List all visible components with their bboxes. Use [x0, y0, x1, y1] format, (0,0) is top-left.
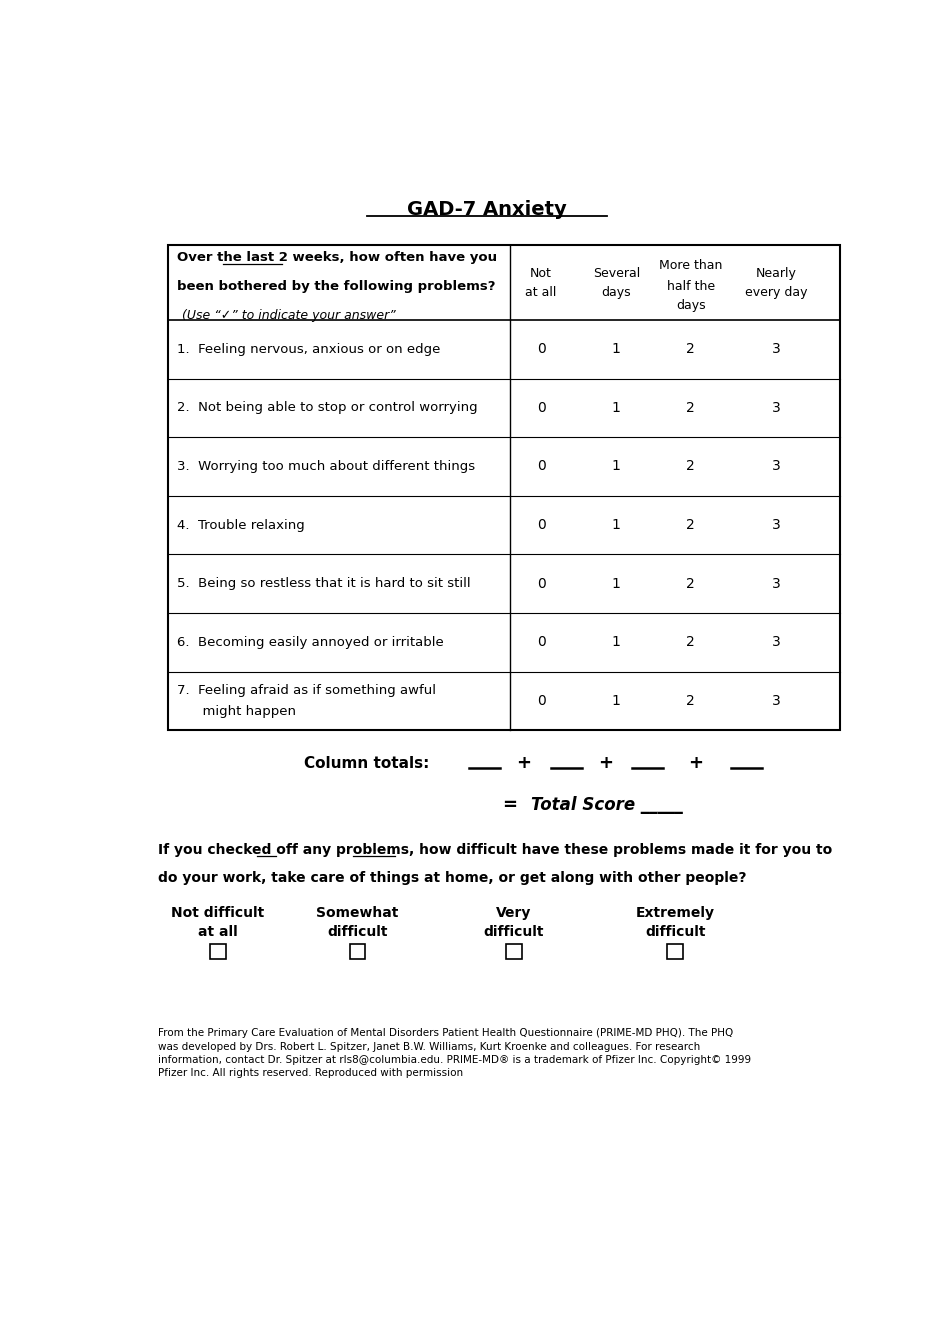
Text: Not difficult: Not difficult [171, 906, 264, 919]
Text: 1: 1 [612, 460, 620, 473]
Bar [506, 943, 522, 960]
Text: difficult: difficult [484, 925, 544, 939]
Text: (Use “✓” to indicate your answer”: (Use “✓” to indicate your answer” [181, 309, 395, 323]
Text: =: = [503, 796, 518, 814]
Text: 1: 1 [612, 577, 620, 591]
Text: 0: 0 [537, 577, 545, 591]
Text: Very: Very [496, 906, 532, 919]
Text: 1.  Feeling nervous, anxious or on edge: 1. Feeling nervous, anxious or on edge [177, 343, 440, 356]
Text: 3: 3 [771, 636, 780, 649]
Text: +: + [689, 754, 704, 773]
Text: If you checked off any problems, how difficult have these problems made it for y: If you checked off any problems, how dif… [158, 843, 832, 856]
Text: GAD-7 Anxiety: GAD-7 Anxiety [407, 199, 567, 219]
Text: Somewhat: Somewhat [316, 906, 399, 919]
Text: Total Score _____: Total Score _____ [531, 796, 683, 814]
Text: 6.  Becoming easily annoyed or irritable: 6. Becoming easily annoyed or irritable [177, 636, 444, 649]
Text: difficult: difficult [645, 925, 706, 939]
Text: 2: 2 [686, 460, 695, 473]
Bar [167, 245, 840, 730]
Text: 3: 3 [771, 343, 780, 356]
Text: 3.  Worrying too much about different things: 3. Worrying too much about different thi… [177, 460, 475, 473]
Text: Column totals:: Column totals: [304, 755, 429, 771]
Text: Over the last 2 weeks, how often have you: Over the last 2 weeks, how often have yo… [177, 251, 497, 265]
Text: half the: half the [667, 280, 714, 293]
Text: 0: 0 [537, 517, 545, 532]
Text: days: days [601, 286, 631, 300]
Text: been bothered by the following problems?: been bothered by the following problems? [177, 280, 495, 293]
Text: might happen: might happen [177, 704, 295, 718]
Text: 2: 2 [686, 636, 695, 649]
Text: every day: every day [745, 286, 808, 300]
Text: Extremely: Extremely [636, 906, 714, 919]
Text: 1: 1 [612, 343, 620, 356]
Text: 1: 1 [612, 517, 620, 532]
Text: 0: 0 [537, 636, 545, 649]
Text: 0: 0 [537, 401, 545, 415]
Text: 1: 1 [612, 636, 620, 649]
Text: +: + [598, 754, 613, 773]
Text: +: + [516, 754, 531, 773]
Text: From the Primary Care Evaluation of Mental Disorders Patient Health Questionnair: From the Primary Care Evaluation of Ment… [158, 1028, 750, 1078]
Text: More than: More than [659, 259, 722, 271]
Text: 3: 3 [771, 460, 780, 473]
Text: 1: 1 [612, 401, 620, 415]
Text: do your work, take care of things at home, or get along with other people?: do your work, take care of things at hom… [158, 871, 746, 886]
Text: 0: 0 [537, 343, 545, 356]
Text: 7.  Feeling afraid as if something awful: 7. Feeling afraid as if something awful [177, 684, 436, 698]
Text: 3: 3 [771, 401, 780, 415]
Text: 1: 1 [612, 694, 620, 708]
Text: 0: 0 [537, 460, 545, 473]
Text: at all: at all [198, 925, 238, 939]
Text: at all: at all [525, 286, 557, 300]
Text: 2: 2 [686, 517, 695, 532]
Text: 3: 3 [771, 577, 780, 591]
Text: difficult: difficult [327, 925, 388, 939]
Text: Not: Not [530, 267, 552, 280]
Text: 2: 2 [686, 577, 695, 591]
Text: 2.  Not being able to stop or control worrying: 2. Not being able to stop or control wor… [177, 402, 478, 414]
Text: 0: 0 [537, 694, 545, 708]
Text: 4.  Trouble relaxing: 4. Trouble relaxing [177, 519, 305, 532]
Bar [668, 943, 683, 960]
Text: 2: 2 [686, 694, 695, 708]
Text: Nearly: Nearly [755, 267, 796, 280]
Text: 2: 2 [686, 343, 695, 356]
Text: 5.  Being so restless that it is hard to sit still: 5. Being so restless that it is hard to … [177, 577, 470, 590]
Text: 2: 2 [686, 401, 695, 415]
Text: days: days [675, 300, 706, 312]
Bar [210, 943, 226, 960]
Text: 3: 3 [771, 694, 780, 708]
Text: 3: 3 [771, 517, 780, 532]
Bar [350, 943, 365, 960]
Text: Several: Several [593, 267, 640, 280]
